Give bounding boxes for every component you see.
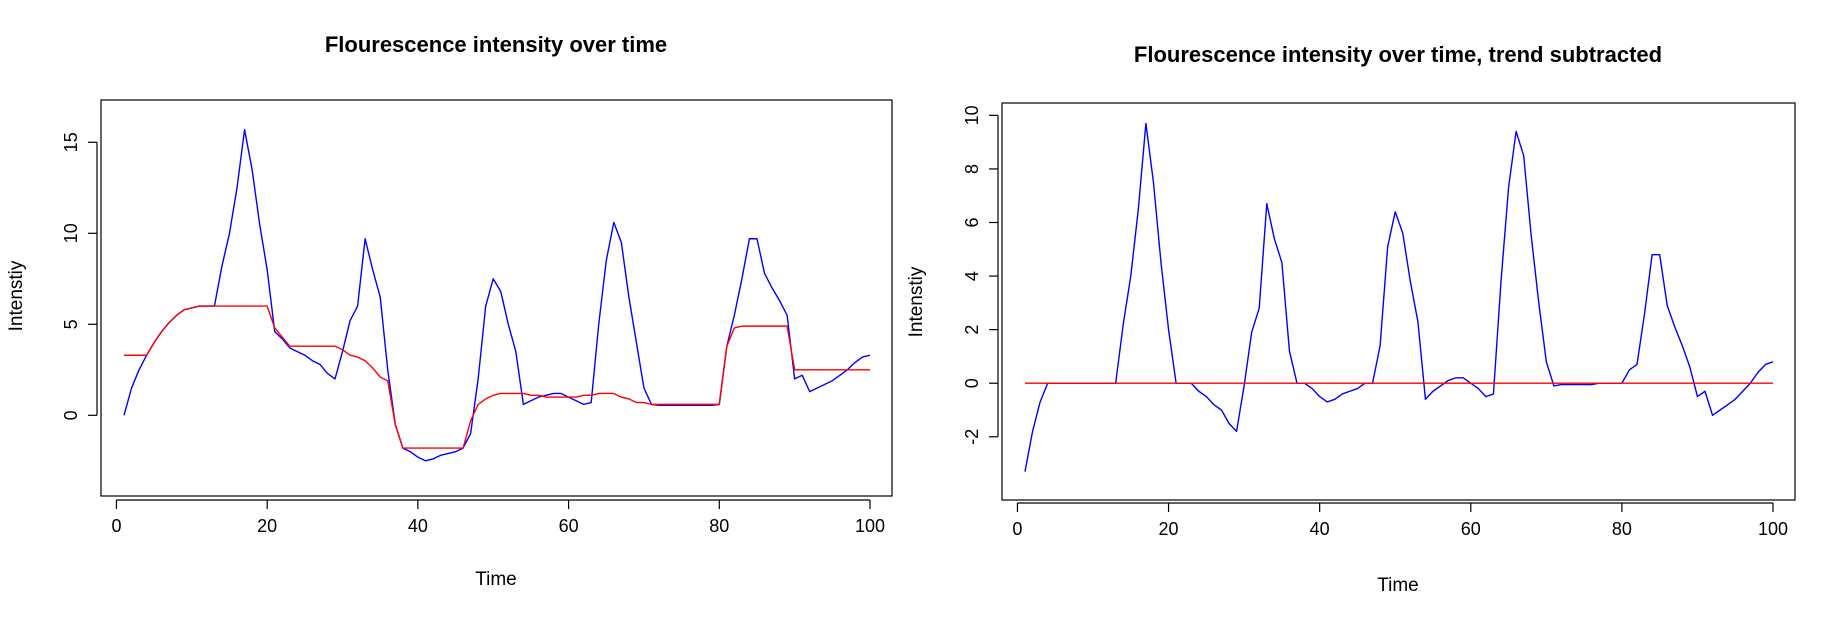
axis-ticks: 0 20 40 60 80 100 -2 0 2 4 6 8 10: [962, 105, 1788, 539]
x-tick-label: 40: [1310, 519, 1330, 539]
chart-intensity-detrended: Flourescence intensity over time, trend …: [906, 42, 1796, 596]
series-line-1: [124, 305, 870, 449]
x-tick-label: 20: [1159, 519, 1179, 539]
y-tick-label: 0: [962, 378, 982, 388]
axis-ticks: 0 20 40 60 80 100 0 5 10 15: [61, 132, 885, 536]
x-tick-label: 0: [111, 516, 121, 536]
x-tick-label: 40: [408, 516, 428, 536]
x-axis-label: Time: [1377, 575, 1419, 596]
y-tick-label: 8: [962, 164, 982, 174]
chart-title: Flourescence intensity over time: [325, 32, 667, 57]
y-tick-label: 10: [962, 105, 982, 125]
series-lines: [123, 128, 871, 462]
y-tick-label: 4: [962, 271, 982, 281]
x-tick-label: 60: [1461, 519, 1481, 539]
chart-intensity-raw: Flourescence intensity over time Time In…: [6, 32, 893, 590]
x-tick-label: 100: [1758, 519, 1788, 539]
x-axis-label: Time: [475, 569, 517, 590]
y-tick-label: 2: [962, 325, 982, 335]
y-tick-label: 5: [61, 319, 81, 329]
y-axis-label: Intenstiy: [6, 260, 27, 331]
x-tick-label: 80: [709, 516, 729, 536]
x-tick-label: 100: [855, 516, 885, 536]
series-line-0: [123, 128, 871, 462]
x-tick-label: 0: [1012, 519, 1022, 539]
plot-frame: [100, 99, 893, 497]
x-tick-label: 60: [559, 516, 579, 536]
x-tick-label: 20: [257, 516, 277, 536]
series-lines: [1024, 122, 1774, 472]
y-tick-label: 0: [61, 410, 81, 420]
y-tick-label: 6: [962, 217, 982, 227]
chart-title: Flourescence intensity over time, trend …: [1134, 42, 1662, 67]
y-tick-label: -2: [962, 429, 982, 445]
y-tick-label: 10: [61, 223, 81, 243]
y-axis-label: Intenstiy: [906, 266, 927, 337]
series-line-0: [1024, 122, 1774, 472]
y-tick-label: 15: [61, 132, 81, 152]
plot-frame: [1001, 102, 1796, 501]
x-tick-label: 80: [1612, 519, 1632, 539]
